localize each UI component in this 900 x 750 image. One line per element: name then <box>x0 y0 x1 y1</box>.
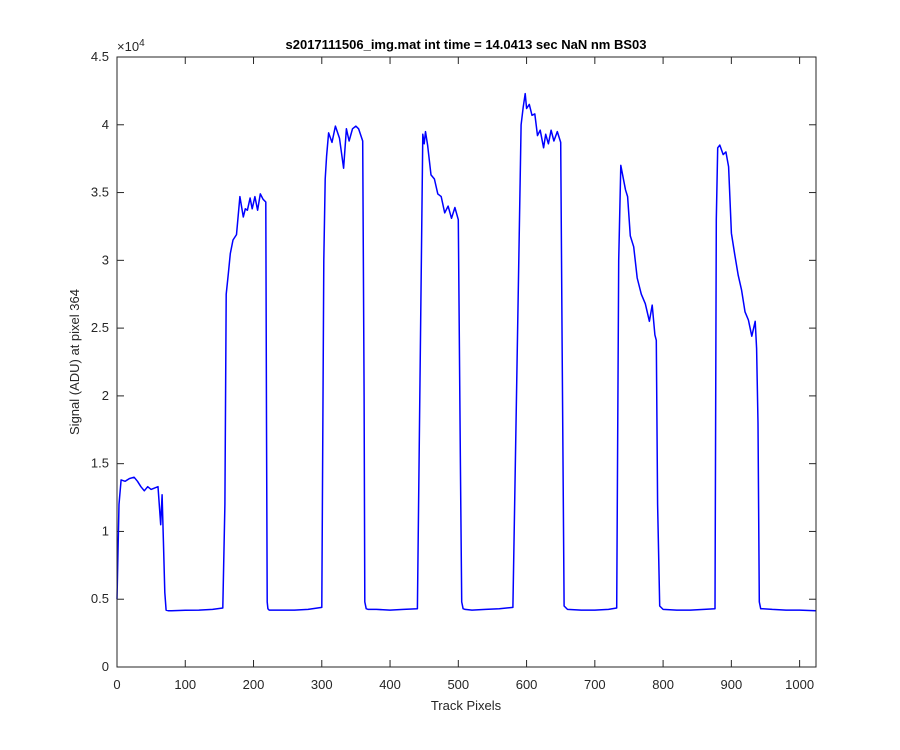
y-axis-label: Signal (ADU) at pixel 364 <box>67 289 82 435</box>
y-tick-label: 2 <box>102 388 109 403</box>
y-tick-label: 0.5 <box>91 591 109 606</box>
x-tick-label: 400 <box>379 677 401 692</box>
x-axis-label: Track Pixels <box>431 698 502 713</box>
y-tick-label: 3 <box>102 252 109 267</box>
x-tick-label: 500 <box>447 677 469 692</box>
axes-box <box>116 56 817 668</box>
x-tick-label: 700 <box>584 677 606 692</box>
y-tick-label: 4 <box>102 117 109 132</box>
x-tick-label: 100 <box>174 677 196 692</box>
plot-area <box>117 57 816 667</box>
y-axis-exponent-base: ×10 <box>117 39 139 54</box>
y-tick-label: 3.5 <box>91 185 109 200</box>
series-layer <box>116 92 817 612</box>
y-tick-label: 1 <box>102 523 109 538</box>
y-axis-exponent-power: 4 <box>139 38 145 49</box>
x-tick-label: 200 <box>243 677 265 692</box>
x-tick-label: 0 <box>113 677 120 692</box>
series-line-0 <box>116 92 817 612</box>
x-tick-label: 600 <box>516 677 538 692</box>
y-axis-ticks: 0 0.5 1 1.5 2 2.5 3 3.5 4 4.5 <box>91 49 816 674</box>
y-tick-label: 4.5 <box>91 49 109 64</box>
x-tick-label: 1000 <box>785 677 814 692</box>
y-tick-label: 1.5 <box>91 456 109 471</box>
y-tick-label: 2.5 <box>91 320 109 335</box>
x-tick-label: 300 <box>311 677 333 692</box>
x-tick-label: 900 <box>721 677 743 692</box>
y-tick-label: 0 <box>102 659 109 674</box>
x-axis-ticks: 0 100 200 300 400 500 600 700 800 900 1000 <box>113 57 814 692</box>
x-tick-label: 800 <box>652 677 674 692</box>
y-axis-exponent: ×104 <box>117 38 145 54</box>
chart-title: s2017111506_img.mat int time = 14.0413 s… <box>286 37 647 52</box>
